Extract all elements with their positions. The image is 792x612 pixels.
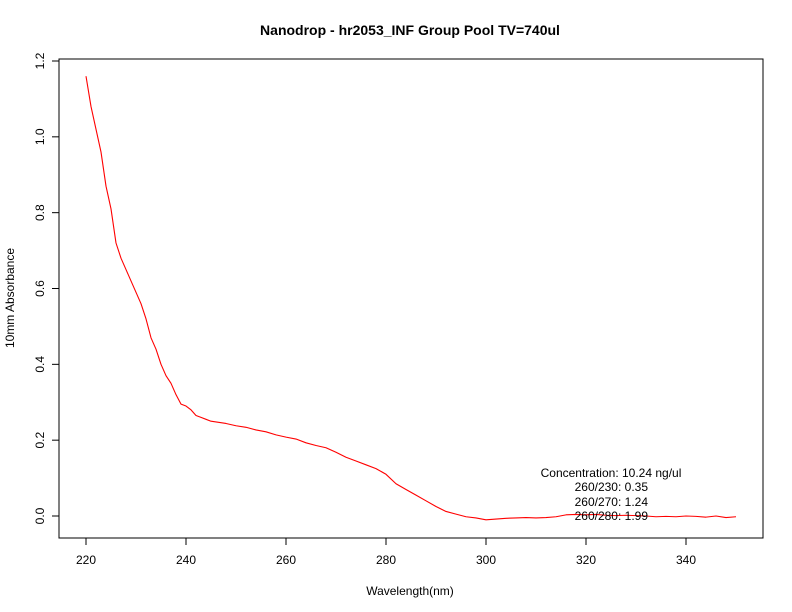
x-tick-label: 260 <box>276 553 296 567</box>
x-tick-label: 300 <box>476 553 496 567</box>
x-tick-label: 220 <box>76 553 96 567</box>
x-axis: 220 240 260 280 300 320 340 <box>76 537 696 567</box>
concentration-annotation: Concentration: 10.24 ng/ul <box>541 466 682 480</box>
ratio-260-270-annotation: 260/270: 1.24 <box>575 495 649 509</box>
y-axis: 0.0 0.2 0.4 0.6 0.8 1.0 1.2 <box>33 52 60 524</box>
x-tick-label: 280 <box>376 553 396 567</box>
chart-title: Nanodrop - hr2053_INF Group Pool TV=740u… <box>260 22 560 38</box>
absorbance-series-line <box>85 76 737 521</box>
y-tick-label: 0.2 <box>33 432 47 449</box>
series-layer <box>85 76 737 521</box>
y-tick-label: 1.0 <box>33 128 47 145</box>
x-tick-label: 320 <box>576 553 596 567</box>
x-axis-label: Wavelength(nm) <box>366 584 454 598</box>
ratio-260-280-annotation: 260/280: 1.99 <box>575 509 649 523</box>
x-tick-label: 340 <box>676 553 696 567</box>
annotation-block: Concentration: 10.24 ng/ul 260/230: 0.35… <box>541 466 682 523</box>
ratio-260-230-annotation: 260/230: 0.35 <box>575 480 649 494</box>
y-tick-label: 0.8 <box>33 204 47 221</box>
x-tick-label: 240 <box>176 553 196 567</box>
y-tick-label: 0.6 <box>33 280 47 297</box>
y-tick-label: 0.4 <box>33 356 47 373</box>
y-axis-label: 10mm Absorbance <box>3 248 17 348</box>
y-tick-label: 0.0 <box>33 507 47 524</box>
y-tick-label: 1.2 <box>33 52 47 69</box>
